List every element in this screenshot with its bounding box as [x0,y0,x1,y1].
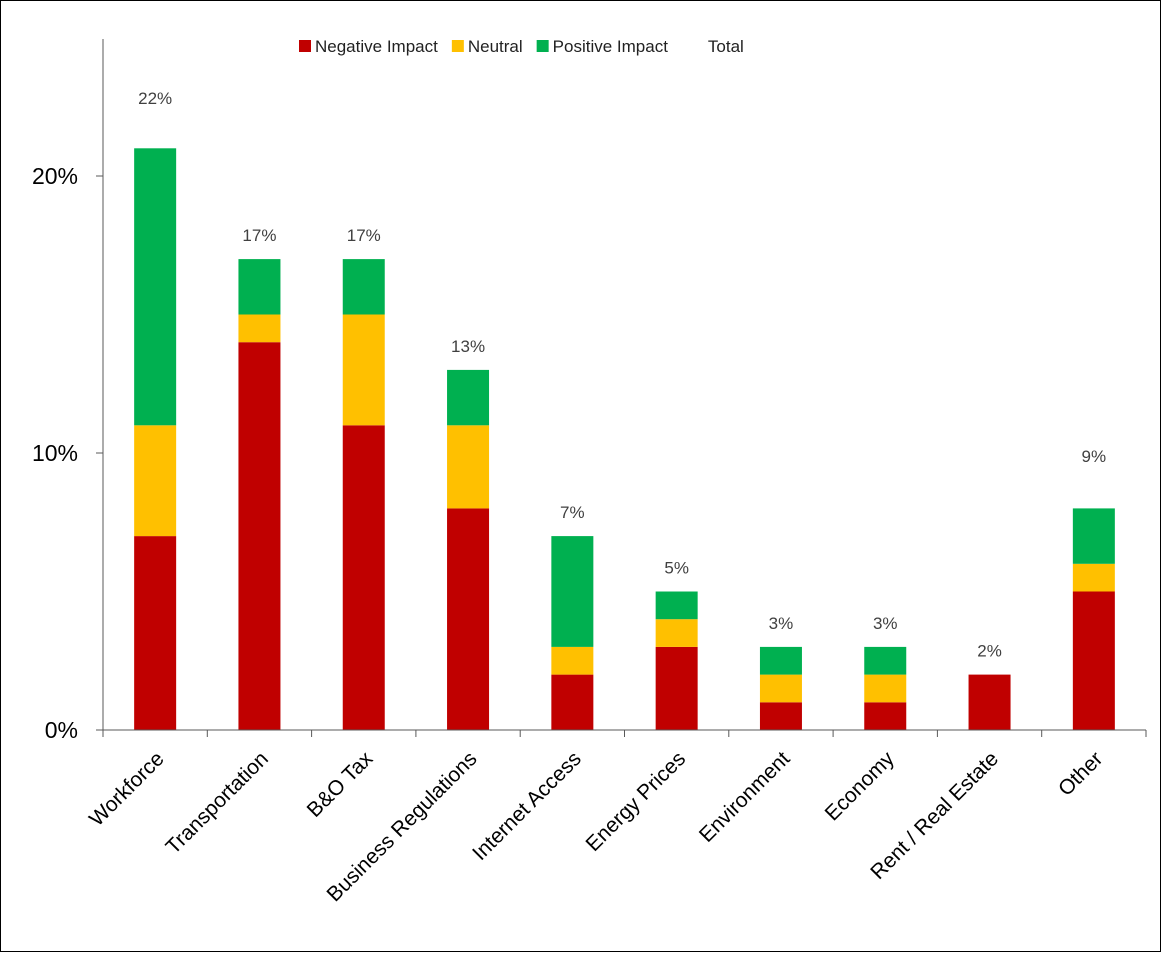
x-tick-label-b-o-tax: B&O Tax [303,747,378,822]
bar-negative-impact-other [1072,591,1115,730]
legend-label-negative-impact: Negative Impact [315,37,438,56]
x-tick-label-transportation: Transportation [162,747,273,858]
legend-swatch-negative-impact [299,40,311,52]
bar-negative-impact-energy-prices [655,646,698,730]
total-label-environment: 3% [769,614,794,633]
bar-positive-impact-economy [864,646,907,675]
total-label-rent-real-estate: 2% [977,642,1002,661]
legend-swatch-positive-impact [536,40,549,52]
x-tick-label-environment: Environment [695,747,795,847]
y-tick-label: 20% [32,163,78,189]
bar-negative-impact-internet-access [551,674,594,730]
bar-positive-impact-energy-prices [655,591,698,620]
legend-swatch-neutral [451,40,464,52]
y-tick-label: 0% [45,717,78,743]
bar-positive-impact-environment [759,646,802,675]
bars: 22% 17% 17% 13% 7% 5% 3% 3% 2% 9% [134,89,1115,730]
total-label-internet-access: 7% [560,503,585,522]
bar-positive-impact-workforce [134,148,177,426]
bar-neutral-other [1072,563,1115,592]
legend-label-neutral: Neutral [468,37,523,56]
bar-positive-impact-b-o-tax [342,259,385,315]
legend-label-positive-impact: Positive Impact [553,37,669,56]
x-tick-label-economy: Economy [821,747,900,826]
y-axis: 0% 10% 20% [32,39,104,743]
bar-neutral-transportation [238,314,281,343]
total-label-economy: 3% [873,614,898,633]
bar-neutral-workforce [134,425,177,537]
bar-negative-impact-business-regulations [447,508,490,730]
bar-negative-impact-transportation [238,342,281,730]
x-tick-label-energy-prices: Energy Prices [581,747,690,856]
x-tick-label-workforce: Workforce [85,747,169,831]
total-label-transportation: 17% [242,226,276,245]
legend: Negative Impact Neutral Positive Impact Tot… [299,37,744,56]
total-label-energy-prices: 5% [664,559,689,578]
legend-label-total: Total [708,37,744,56]
bar-positive-impact-internet-access [551,536,594,647]
bar-positive-impact-other [1072,508,1115,564]
bar-negative-impact-economy [864,702,907,730]
bar-neutral-economy [864,674,907,703]
total-label-workforce: 22% [138,89,172,108]
bar-negative-impact-b-o-tax [342,425,385,730]
bar-neutral-internet-access [551,646,594,675]
total-label-b-o-tax: 17% [347,226,381,245]
x-tick-label-internet-access: Internet Access [468,747,586,865]
bar-negative-impact-workforce [134,536,177,730]
bar-positive-impact-business-regulations [447,369,490,426]
bar-neutral-environment [759,674,802,703]
bar-negative-impact-environment [759,702,802,730]
total-label-other: 9% [1082,447,1107,466]
total-label-business-regulations: 13% [451,337,485,356]
bar-positive-impact-transportation [238,259,281,315]
bar-neutral-business-regulations [447,425,490,509]
y-tick-label: 10% [32,440,78,466]
bar-negative-impact-rent-real-estate [968,674,1011,730]
x-tick-label-other: Other [1054,747,1107,800]
bar-neutral-energy-prices [655,619,698,647]
bar-neutral-b-o-tax [342,314,385,426]
